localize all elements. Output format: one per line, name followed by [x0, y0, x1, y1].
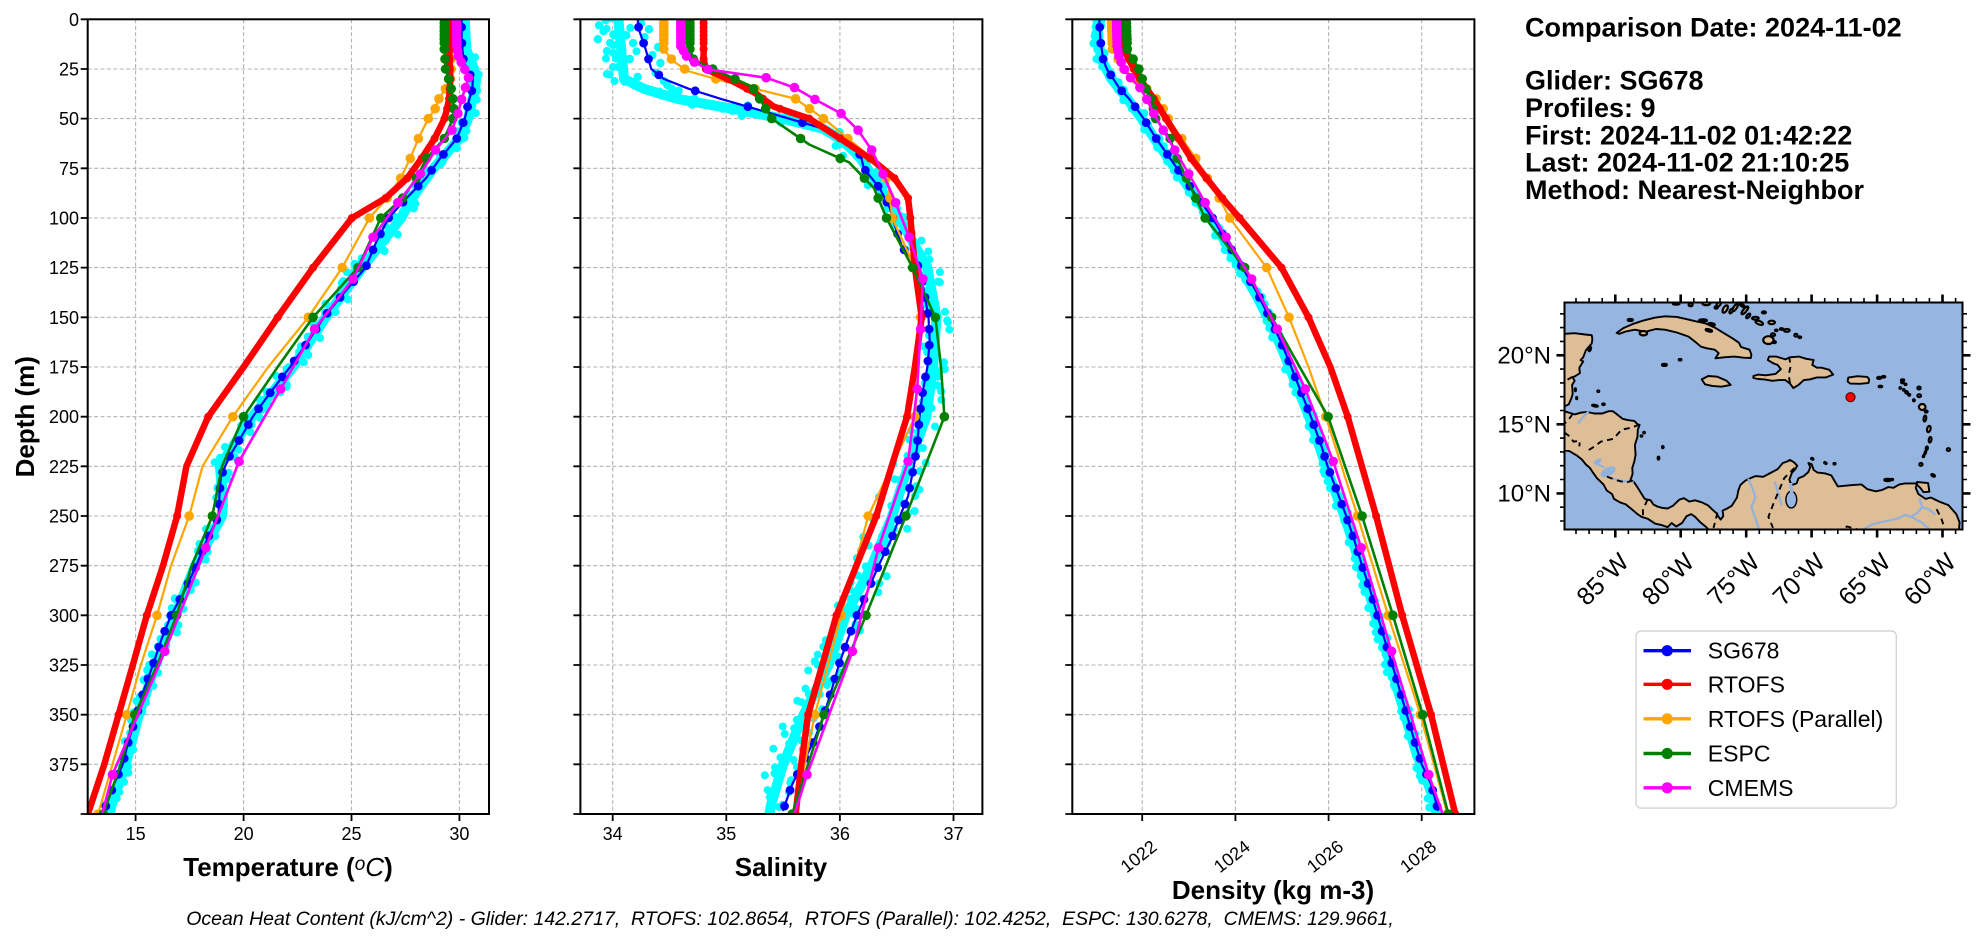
svg-text:35: 35 [716, 824, 736, 844]
svg-text:Density (kg m-3): Density (kg m-3) [1172, 875, 1374, 905]
svg-text:SG678: SG678 [1708, 638, 1780, 664]
svg-text:15°N: 15°N [1497, 411, 1551, 438]
svg-text:200: 200 [49, 407, 79, 427]
svg-text:First: 2024-11-02 01:42:22: First: 2024-11-02 01:42:22 [1525, 120, 1852, 150]
svg-text:Method: Nearest-Neighbor: Method: Nearest-Neighbor [1525, 175, 1865, 205]
svg-text:75: 75 [59, 159, 79, 179]
svg-text:Last: 2024-11-02 21:10:25: Last: 2024-11-02 21:10:25 [1525, 148, 1849, 178]
svg-text:Profiles: 9: Profiles: 9 [1525, 93, 1656, 123]
svg-text:36: 36 [830, 824, 850, 844]
svg-text:10°N: 10°N [1497, 480, 1551, 507]
svg-text:RTOFS: RTOFS [1708, 671, 1785, 697]
svg-text:Glider: SG678: Glider: SG678 [1525, 66, 1704, 96]
svg-text:25: 25 [341, 824, 361, 844]
svg-text:34: 34 [603, 824, 623, 844]
svg-text:20: 20 [234, 824, 254, 844]
svg-text:20°N: 20°N [1497, 342, 1551, 369]
svg-text:15: 15 [126, 824, 146, 844]
svg-text:Comparison Date: 2024-11-02: Comparison Date: 2024-11-02 [1525, 13, 1902, 43]
svg-text:RTOFS (Parallel): RTOFS (Parallel) [1708, 706, 1884, 732]
svg-text:275: 275 [49, 556, 79, 576]
svg-text:125: 125 [49, 258, 79, 278]
svg-text:250: 250 [49, 507, 79, 527]
svg-text:225: 225 [49, 457, 79, 477]
svg-text:ESPC: ESPC [1708, 741, 1771, 767]
svg-text:150: 150 [49, 308, 79, 328]
svg-text:25: 25 [59, 60, 79, 80]
svg-text:30: 30 [449, 824, 469, 844]
svg-text:0: 0 [69, 10, 79, 30]
svg-text:325: 325 [49, 656, 79, 676]
svg-text:375: 375 [49, 755, 79, 775]
svg-text:50: 50 [59, 109, 79, 129]
svg-text:Depth (m): Depth (m) [10, 356, 40, 477]
svg-text:300: 300 [49, 606, 79, 626]
svg-text:CMEMS: CMEMS [1708, 775, 1794, 801]
svg-text:Salinity: Salinity [735, 852, 828, 882]
svg-text:37: 37 [943, 824, 963, 844]
svg-text:175: 175 [49, 358, 79, 378]
svg-text:350: 350 [49, 705, 79, 725]
svg-text:100: 100 [49, 209, 79, 229]
svg-text:Ocean Heat Content (kJ/cm^2) -: Ocean Heat Content (kJ/cm^2) - Glider: 1… [186, 908, 1394, 930]
